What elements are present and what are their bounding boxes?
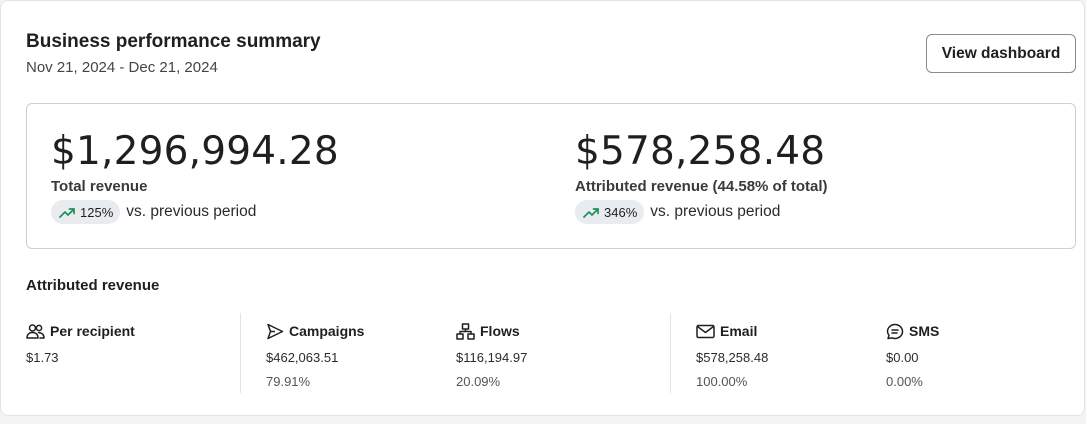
attributed-revenue-amount: $578,258.48 bbox=[575, 129, 826, 174]
stat-value: $1.73 bbox=[26, 350, 59, 365]
stat-percent: 0.00% bbox=[886, 374, 923, 389]
stat-name: Per recipient bbox=[50, 323, 135, 339]
comparison-text: vs. previous period bbox=[126, 203, 257, 220]
card-title: Business performance summary bbox=[26, 31, 321, 52]
attributed-revenue-label: Attributed revenue (44.58% of total) bbox=[575, 178, 828, 195]
total-revenue-change: 125% vs. previous period bbox=[51, 200, 339, 224]
divider bbox=[670, 313, 671, 393]
change-badge: 346% bbox=[575, 200, 645, 224]
stat-percent: 79.91% bbox=[266, 374, 311, 389]
flow-icon bbox=[456, 322, 475, 340]
stat-name: Flows bbox=[480, 323, 520, 339]
stat-per-recipient: Per recipient $1.73 bbox=[26, 321, 135, 365]
people-icon bbox=[26, 323, 45, 340]
stat-flows: Flows $116,194.97 20.09% bbox=[456, 321, 527, 389]
stat-name: SMS bbox=[909, 323, 940, 339]
stat-value: $578,258.48 bbox=[696, 350, 769, 365]
stat-percent: 100.00% bbox=[696, 374, 748, 389]
view-dashboard-button[interactable]: View dashboard bbox=[926, 34, 1076, 73]
chat-icon bbox=[886, 323, 904, 340]
stat-name: Campaigns bbox=[289, 323, 365, 339]
comparison-text: vs. previous period bbox=[650, 203, 781, 220]
mail-icon bbox=[696, 324, 715, 339]
stat-name: Email bbox=[720, 323, 758, 339]
change-percent: 346% bbox=[604, 204, 638, 220]
stat-value: $462,063.51 bbox=[266, 350, 339, 365]
stat-email: Email $578,258.48 100.00% bbox=[696, 321, 768, 389]
trending-up-icon bbox=[59, 206, 76, 219]
attributed-revenue-metric: $578,258.48 Attributed revenue (44.58% o… bbox=[575, 130, 828, 224]
attributed-revenue-title: Attributed revenue bbox=[26, 277, 160, 294]
total-revenue-label: Total revenue bbox=[51, 178, 148, 195]
revenue-box: $1,296,994.28 Total revenue 125% vs. pre… bbox=[26, 103, 1076, 249]
change-percent: 125% bbox=[80, 204, 114, 220]
date-range: Nov 21, 2024 - Dec 21, 2024 bbox=[26, 59, 218, 76]
total-revenue-metric: $1,296,994.28 Total revenue 125% vs. pre… bbox=[51, 130, 339, 224]
change-badge: 125% bbox=[51, 200, 121, 224]
stat-campaigns: Campaigns $462,063.51 79.91% bbox=[266, 321, 364, 389]
stat-value: $0.00 bbox=[886, 350, 919, 365]
total-revenue-amount: $1,296,994.28 bbox=[51, 129, 339, 174]
stat-percent: 20.09% bbox=[456, 374, 501, 389]
send-icon bbox=[266, 323, 284, 340]
divider bbox=[240, 313, 241, 393]
stat-sms: SMS $0.00 0.00% bbox=[886, 321, 939, 389]
trending-up-icon bbox=[583, 206, 600, 219]
attributed-revenue-change: 346% vs. previous period bbox=[575, 200, 828, 224]
stat-value: $116,194.97 bbox=[456, 350, 528, 365]
